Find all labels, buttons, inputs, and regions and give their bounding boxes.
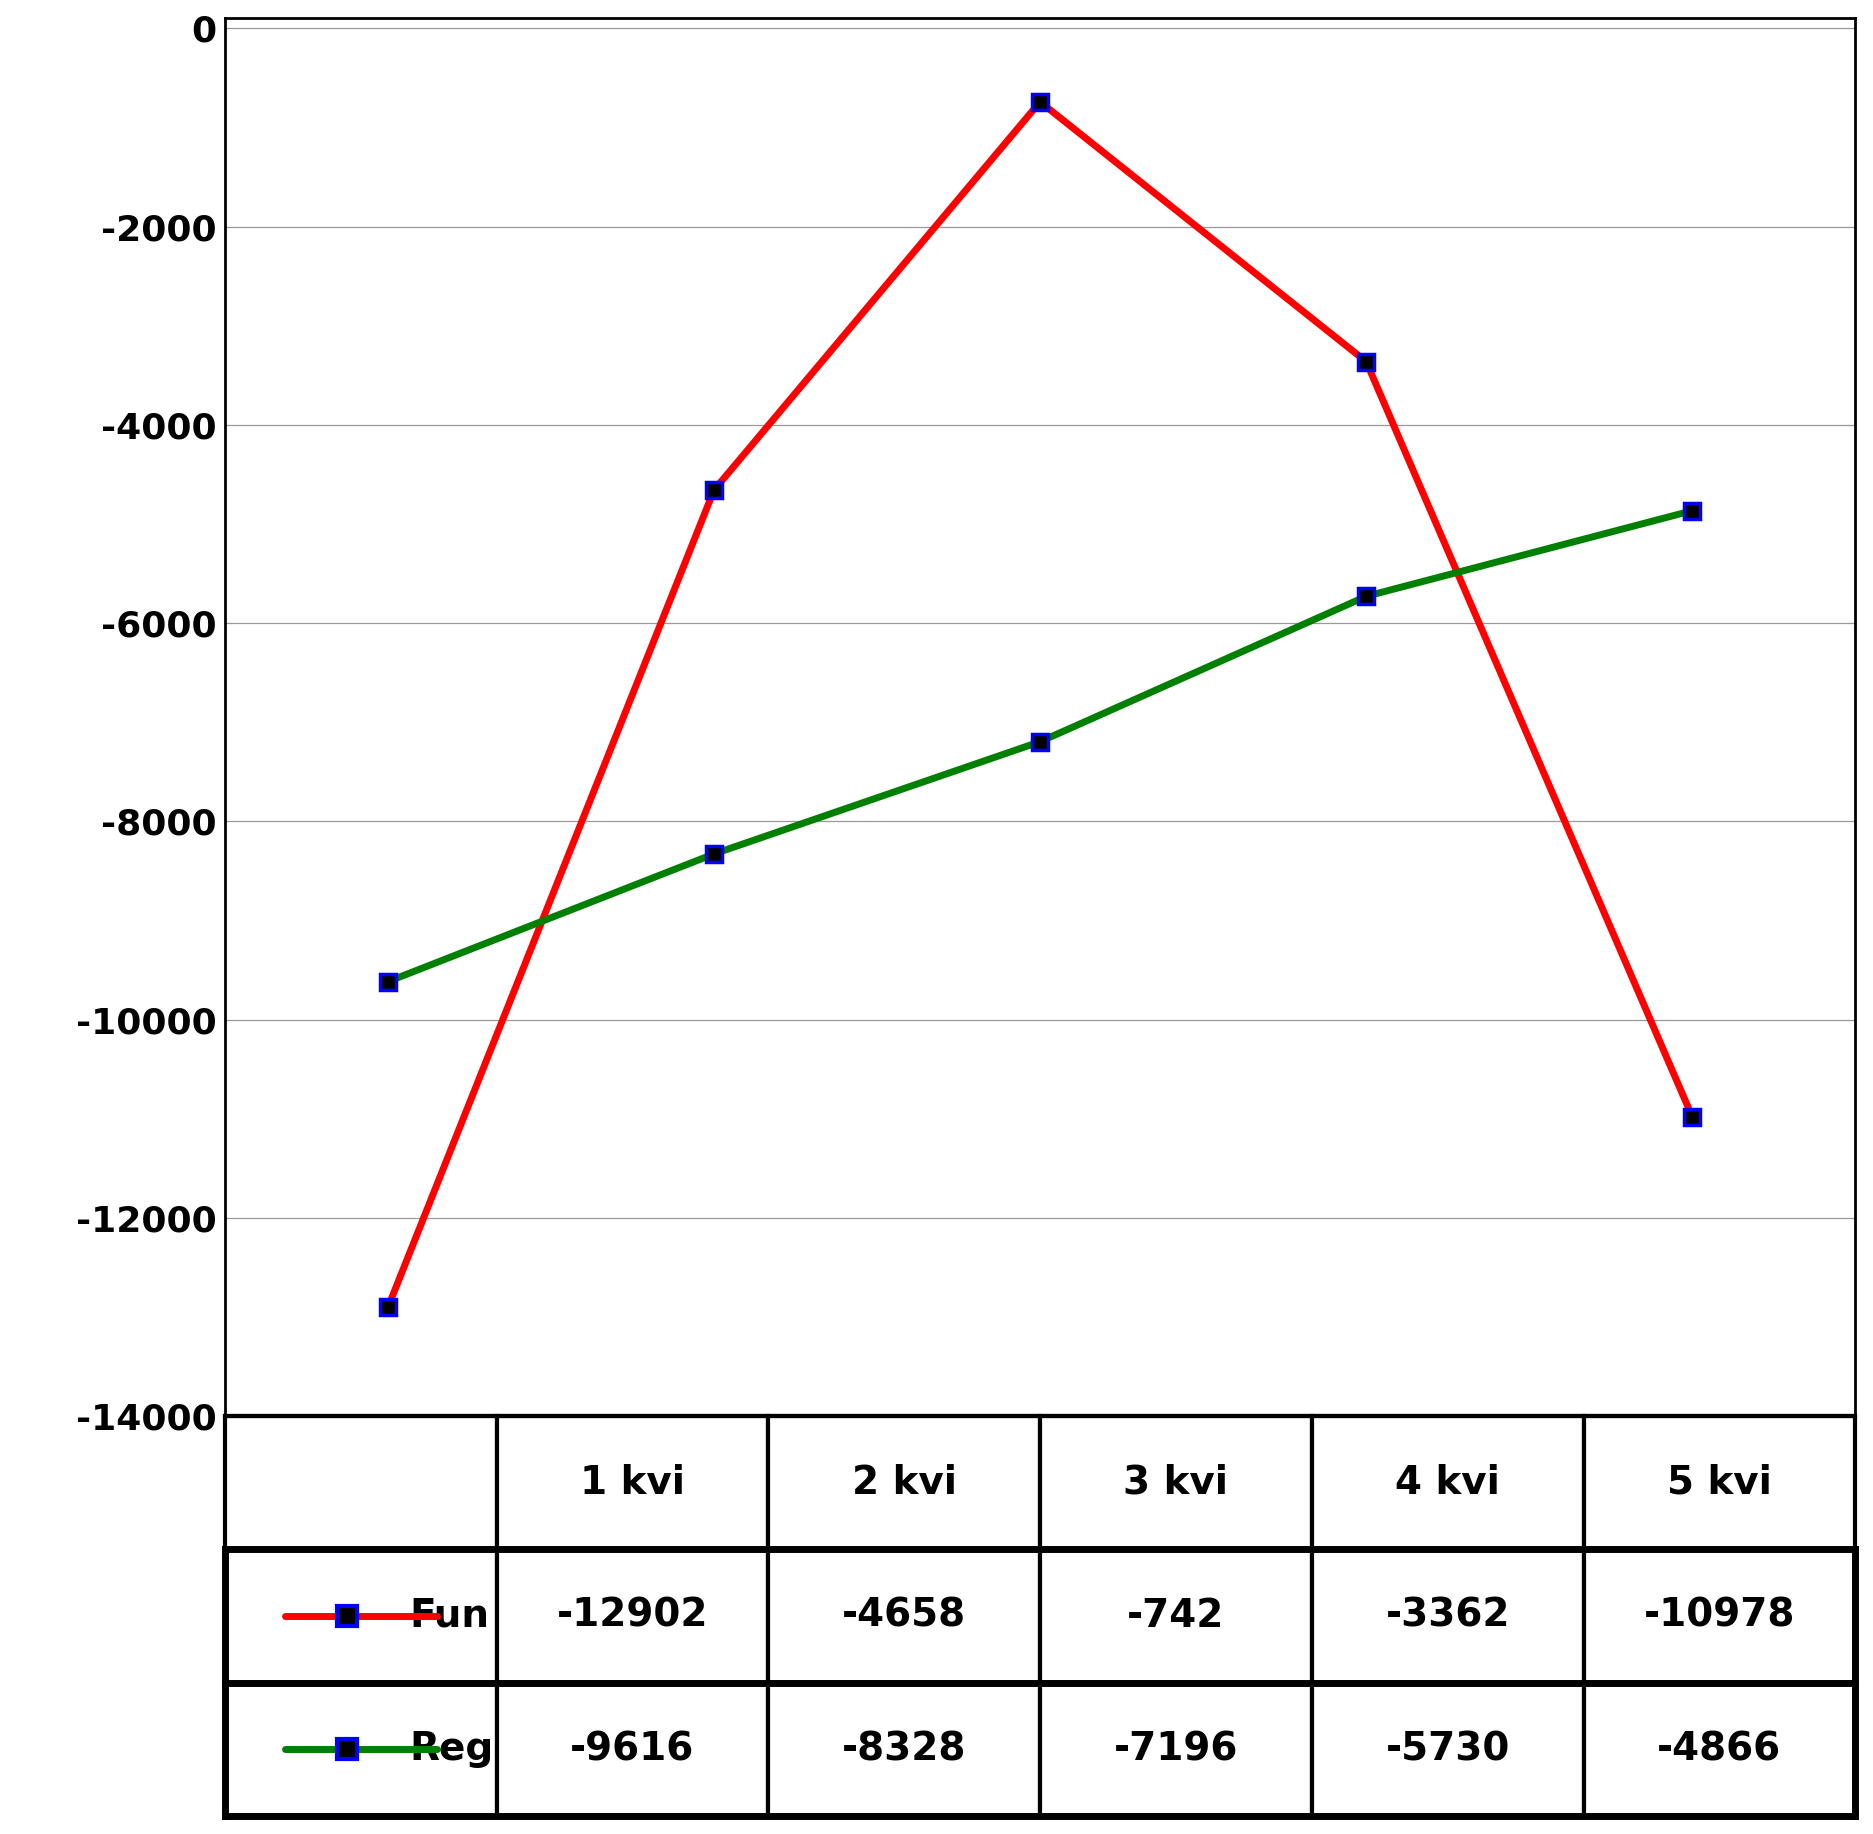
Bar <box>225 1416 496 1550</box>
Bar <box>1583 1550 1854 1682</box>
Text: 5 kvi: 5 kvi <box>1667 1464 1770 1502</box>
Bar <box>1040 1416 1311 1550</box>
Bar <box>1311 1682 1583 1816</box>
Text: Fun: Fun <box>410 1597 489 1634</box>
Text: 2 kvi: 2 kvi <box>850 1464 957 1502</box>
Text: 1 kvi: 1 kvi <box>579 1464 686 1502</box>
Text: Reg: Reg <box>410 1729 494 1768</box>
Bar <box>496 1550 768 1682</box>
Bar <box>496 1416 768 1550</box>
Text: -9616: -9616 <box>569 1729 695 1768</box>
Bar <box>768 1550 1040 1682</box>
Bar <box>1040 1550 1311 1682</box>
Text: -4658: -4658 <box>841 1597 966 1634</box>
Bar <box>496 1682 768 1816</box>
Text: -5730: -5730 <box>1384 1729 1510 1768</box>
Text: -12902: -12902 <box>556 1597 708 1634</box>
Bar <box>1311 1550 1583 1682</box>
Bar <box>1583 1416 1854 1550</box>
Text: -3362: -3362 <box>1384 1597 1510 1634</box>
Text: -4866: -4866 <box>1656 1729 1781 1768</box>
Text: 3 kvi: 3 kvi <box>1122 1464 1229 1502</box>
Bar <box>1583 1682 1854 1816</box>
Bar <box>768 1416 1040 1550</box>
Bar <box>1040 1682 1311 1816</box>
Bar <box>225 1550 496 1682</box>
Bar <box>1311 1416 1583 1550</box>
Bar <box>225 1682 496 1816</box>
Text: -7196: -7196 <box>1113 1729 1238 1768</box>
Bar <box>768 1682 1040 1816</box>
Text: -10978: -10978 <box>1643 1597 1794 1634</box>
Text: -742: -742 <box>1128 1597 1223 1634</box>
Text: -8328: -8328 <box>841 1729 966 1768</box>
Text: 4 kvi: 4 kvi <box>1395 1464 1498 1502</box>
